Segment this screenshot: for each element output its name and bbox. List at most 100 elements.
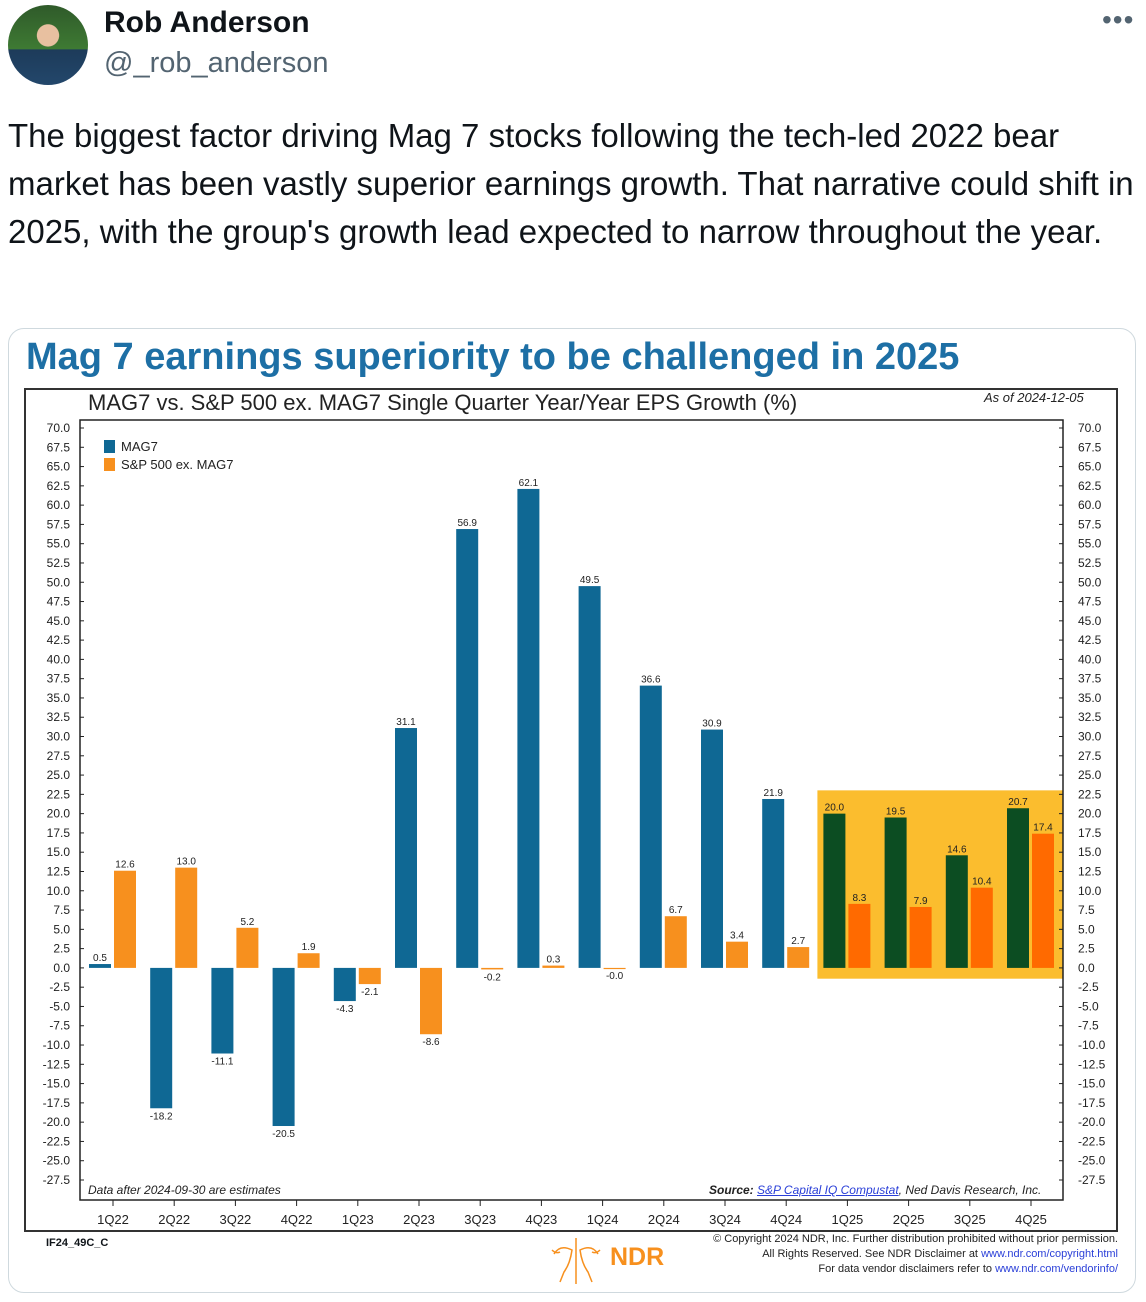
x-tick-label: 2Q25 [893,1212,925,1227]
y-tick-label-right: -20.0 [1078,1115,1106,1129]
y-tick-label-left: -22.5 [43,1134,71,1148]
data-label: 62.1 [519,478,539,489]
y-tick-label-left: 22.5 [47,787,71,801]
bar-mag7 [517,488,540,968]
y-tick-label-right: 2.5 [1078,942,1095,956]
y-tick-label-right: 15.0 [1078,845,1102,859]
data-label: -18.2 [150,1111,173,1122]
y-tick-label-left: 32.5 [47,710,71,724]
y-tick-label-right: -27.5 [1078,1173,1106,1187]
data-label: 1.9 [302,942,316,953]
copyright-line: For data vendor disclaimers refer to [818,1263,996,1275]
x-tick-label: 1Q24 [587,1212,619,1227]
data-label: 20.0 [825,803,845,814]
data-label: 30.9 [702,719,722,730]
data-label: -0.2 [484,972,502,983]
bar-mag7 [578,586,601,968]
data-label: -0.0 [606,971,624,982]
y-tick-label-right: -17.5 [1078,1096,1106,1110]
y-tick-label-left: 37.5 [47,672,71,686]
copyright-link[interactable]: www.ndr.com/copyright.html [981,1248,1118,1260]
bar-mag7 [945,855,968,968]
chart-headline: Mag 7 earnings superiority to be challen… [26,336,960,378]
data-label: 12.6 [115,860,135,871]
y-tick-label-right: 42.5 [1078,633,1102,647]
y-tick-label-right: -15.0 [1078,1077,1106,1091]
y-tick-label-left: 25.0 [47,768,71,782]
y-tick-label-right: 30.0 [1078,730,1102,744]
y-tick-label-right: 5.0 [1078,922,1095,936]
x-tick-label: 4Q25 [1015,1212,1047,1227]
y-tick-label-right: 60.0 [1078,498,1102,512]
data-label: 17.4 [1033,823,1053,834]
avatar[interactable] [8,5,88,85]
vendorinfo-link[interactable]: www.ndr.com/vendorinfo/ [995,1263,1118,1275]
source-text: Source: S&P Capital IQ Compustat, Ned Da… [709,1183,1041,1197]
author-name[interactable]: Rob Anderson [104,6,310,39]
copyright-line: All Rights Reserved. See NDR Disclaimer … [762,1248,982,1260]
y-tick-label-left: -2.5 [49,980,70,994]
y-tick-label-left: 65.0 [47,460,71,474]
y-tick-label-left: 52.5 [47,556,71,570]
y-tick-label-right: 20.0 [1078,807,1102,821]
source-label: Source: [709,1183,754,1197]
image-card[interactable] [8,328,1136,1293]
data-label: 5.2 [240,917,254,928]
ndr-bull-bear-logo-icon [551,1238,601,1284]
data-label: 0.5 [93,953,107,964]
bar-mag7 [701,729,723,968]
bar-sp500-ex-mag7 [1032,833,1054,968]
y-tick-label-left: -12.5 [43,1057,71,1071]
y-tick-label-left: -25.0 [43,1154,71,1168]
data-label: 8.3 [852,893,866,904]
y-tick-label-left: 35.0 [47,691,71,705]
y-tick-label-right: 22.5 [1078,787,1102,801]
chart-frame [24,388,1118,1232]
y-tick-label-left: 15.0 [47,845,71,859]
y-tick-label-right: 47.5 [1078,595,1102,609]
bar-sp500-ex-mag7 [664,916,687,968]
y-tick-label-right: -5.0 [1078,999,1099,1013]
y-tick-label-right: 35.0 [1078,691,1102,705]
data-label: 13.0 [176,857,196,868]
bar-sp500-ex-mag7 [420,967,442,1035]
bar-mag7 [272,967,295,1127]
bar-mag7 [211,967,234,1054]
x-tick-label: 1Q22 [97,1212,129,1227]
y-tick-label-left: 17.5 [47,826,71,840]
x-tick-label: 4Q24 [770,1212,802,1227]
y-tick-label-right: 7.5 [1078,903,1095,917]
y-tick-label-left: 42.5 [47,633,71,647]
x-tick-label: 2Q23 [403,1212,435,1227]
y-tick-label-left: 60.0 [47,498,71,512]
y-tick-label-right: 17.5 [1078,826,1102,840]
author-handle[interactable]: @_rob_anderson [104,47,329,79]
y-tick-label-left: 12.5 [47,864,71,878]
y-tick-label-right: -10.0 [1078,1038,1106,1052]
bar-mag7 [333,967,356,1002]
y-tick-label-left: 50.0 [47,575,71,589]
y-tick-label-left: -17.5 [43,1096,71,1110]
bar-sp500-ex-mag7 [236,927,259,968]
y-tick-label-left: 5.0 [53,922,70,936]
y-tick-label-left: 2.5 [53,942,70,956]
bar-mag7 [823,813,846,968]
y-tick-label-left: -10.0 [43,1038,71,1052]
data-label: 20.7 [1008,797,1028,808]
y-tick-label-left: 55.0 [47,537,71,551]
x-tick-label: 4Q22 [281,1212,313,1227]
y-tick-label-right: 52.5 [1078,556,1102,570]
source-link[interactable]: S&P Capital IQ Compustat [757,1183,899,1197]
bar-mag7 [150,967,173,1109]
plot-area [79,419,1064,1201]
more-horizontal-icon[interactable]: ••• [1102,4,1135,35]
bar-sp500-ex-mag7 [114,870,136,968]
bar-sp500-ex-mag7 [297,953,320,968]
y-tick-label-right: 32.5 [1078,710,1102,724]
y-tick-label-left: -20.0 [43,1115,71,1129]
data-label: 14.6 [947,844,967,855]
data-label: 31.1 [396,717,416,728]
bar-sp500-ex-mag7 [726,941,748,968]
x-tick-label: 2Q22 [158,1212,190,1227]
bar-mag7 [395,728,417,968]
